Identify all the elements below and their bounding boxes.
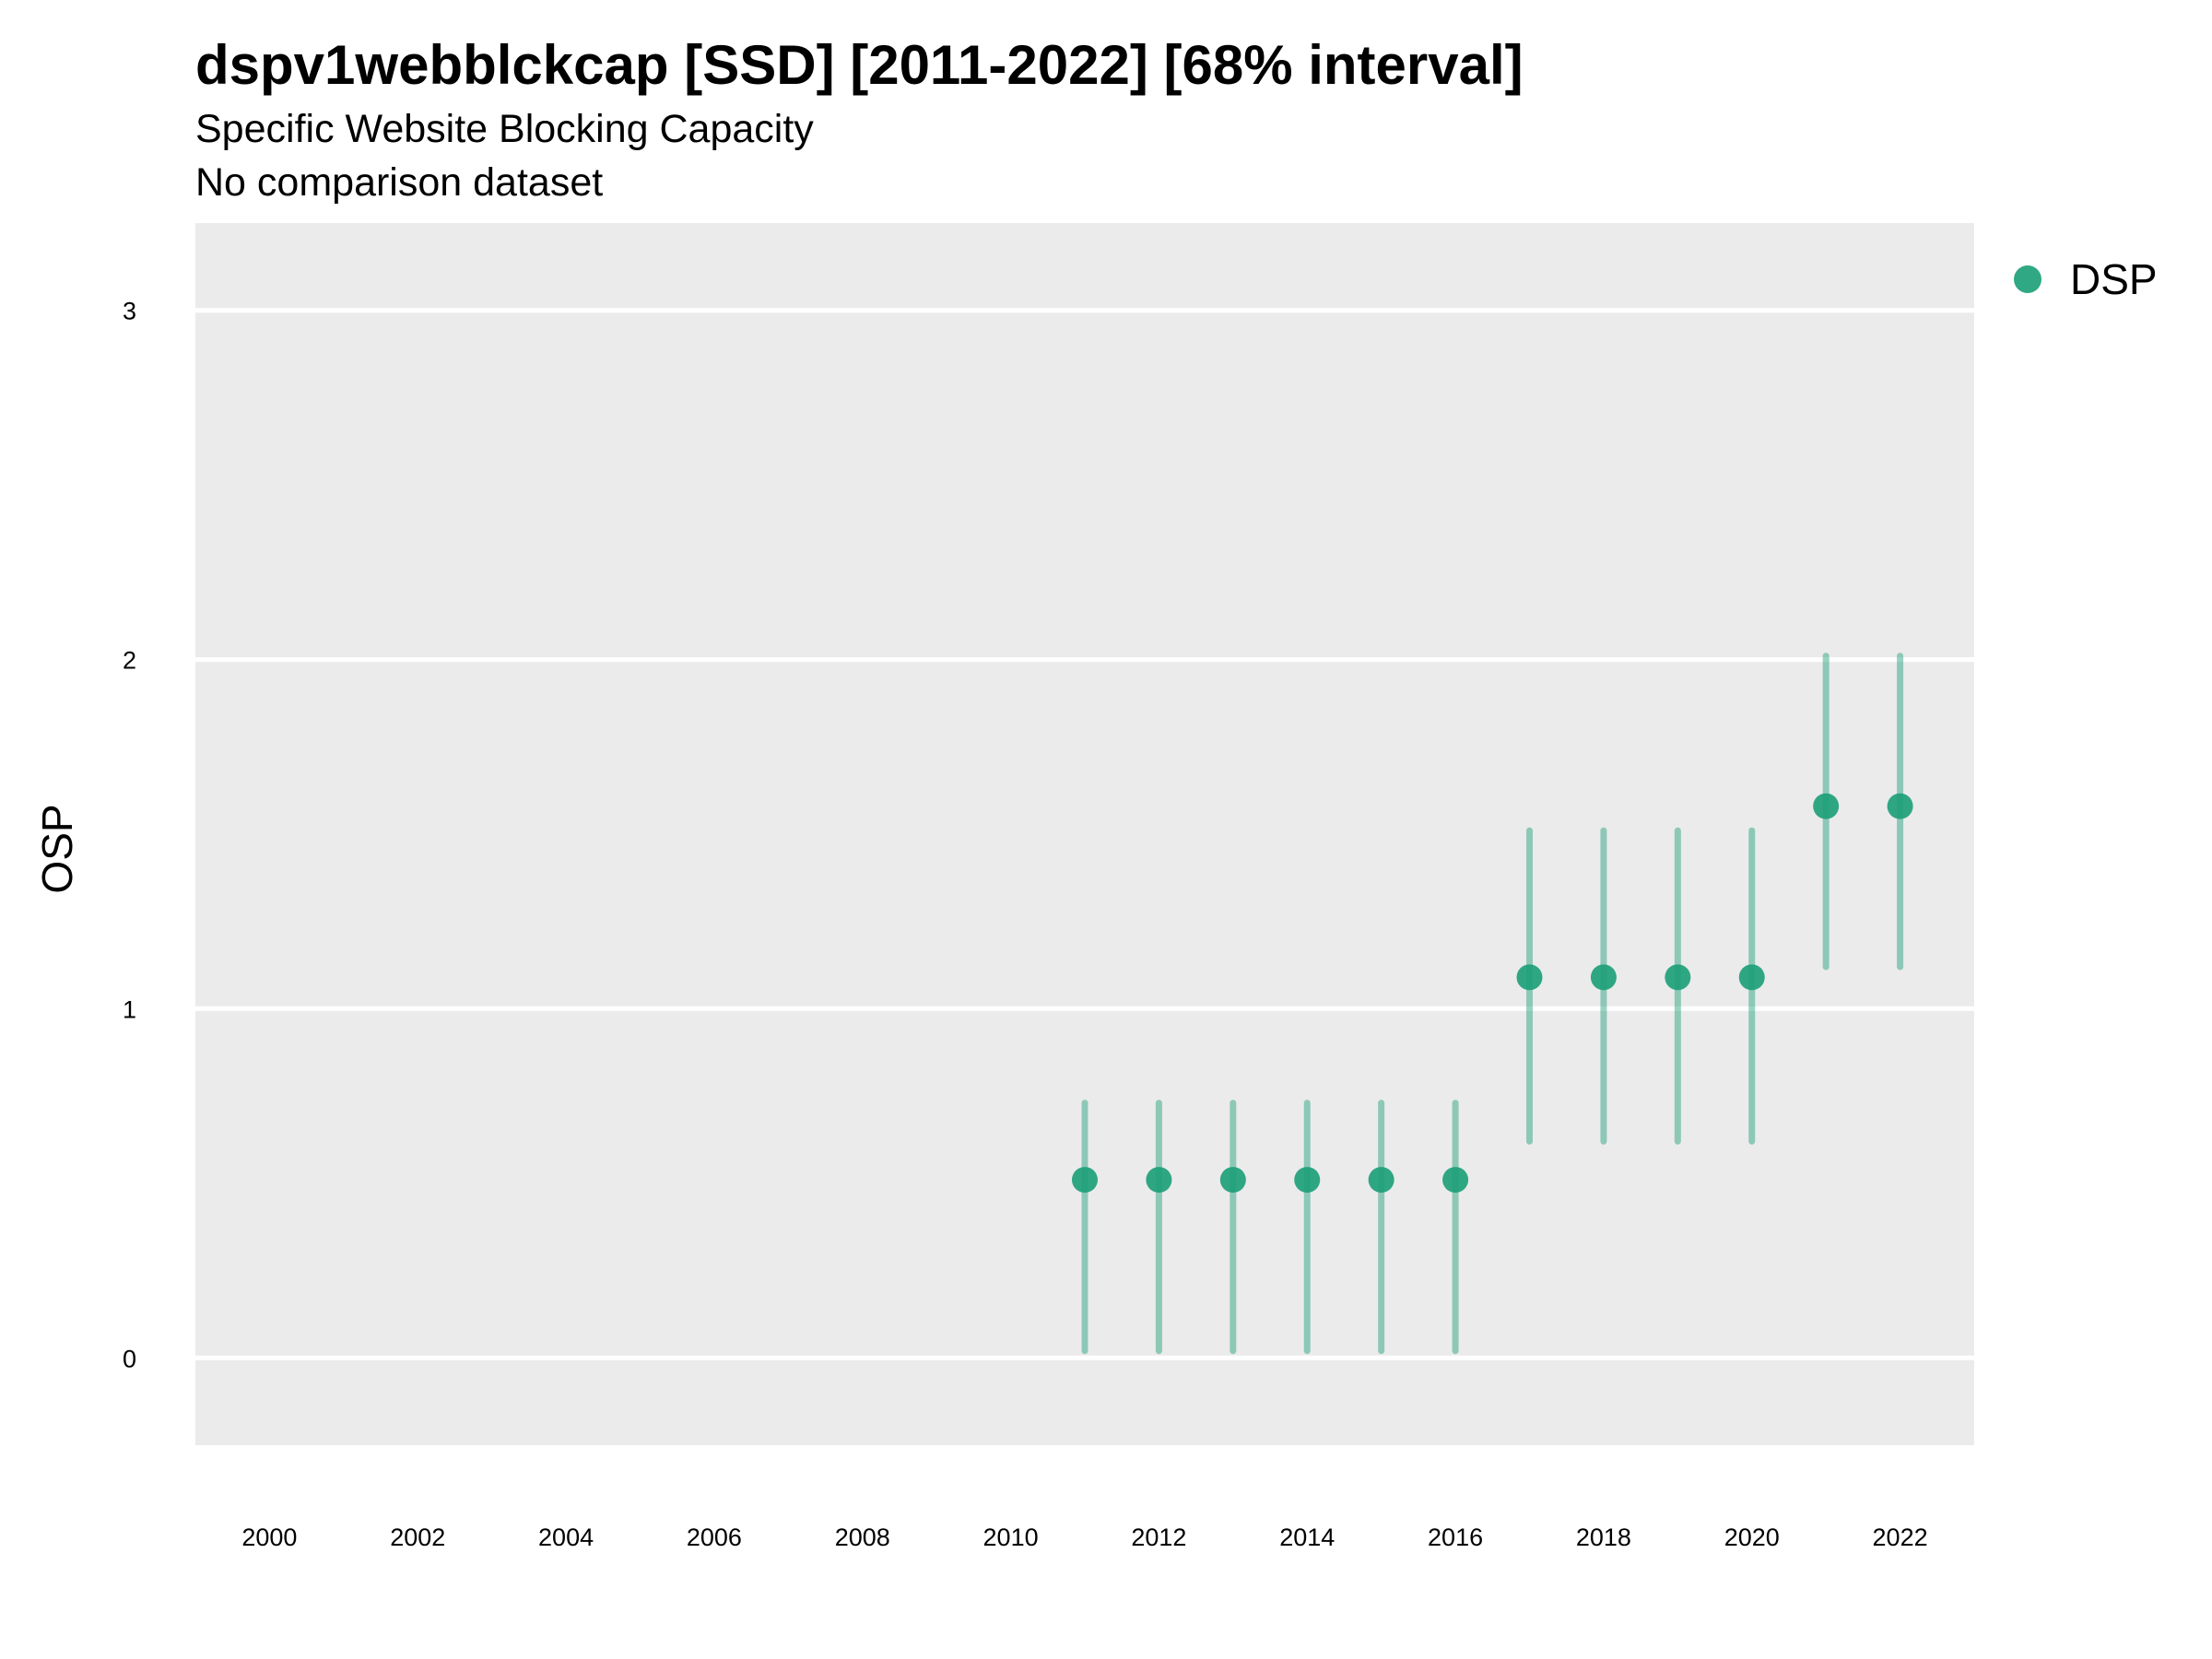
point-2011 — [1072, 1167, 1098, 1194]
point-2014 — [1294, 1167, 1321, 1194]
x-tick-label-2002: 2002 — [390, 1524, 445, 1551]
data-marks — [1072, 653, 1913, 1355]
legend-label-dsp: DSP — [2070, 255, 2158, 303]
x-tick-label-2010: 2010 — [983, 1524, 1039, 1551]
x-tick-label-2004: 2004 — [538, 1524, 594, 1551]
legend-swatch-dsp — [2014, 265, 2041, 293]
y-tick-label-2: 2 — [123, 647, 136, 675]
x-tick-label-2014: 2014 — [1279, 1524, 1335, 1551]
point-2019 — [1665, 964, 1691, 991]
chart-comparison-note: No comparison dataset — [195, 160, 604, 205]
chart-title: dspv1webblckcap [SSD] [2011-2022] [68% i… — [195, 34, 1524, 96]
point-2022 — [1887, 793, 1913, 819]
y-tick-label-3: 3 — [123, 298, 136, 325]
x-tick-label-2000: 2000 — [241, 1524, 297, 1551]
point-2013 — [1219, 1167, 1246, 1194]
x-tick-label-2022: 2022 — [1873, 1524, 1928, 1551]
point-2021 — [1813, 793, 1840, 819]
chart-subtitle: Specific Website Blocking Capacity — [195, 107, 814, 151]
grid-lines — [195, 308, 1974, 1360]
x-tick-label-2018: 2018 — [1576, 1524, 1631, 1551]
x-axis-ticks: 2000 2002 2004 2006 2008 2010 2012 2014 2016 2018… — [241, 1524, 1927, 1551]
point-2018 — [1590, 964, 1617, 991]
y-tick-label-0: 0 — [123, 1345, 136, 1372]
point-2020 — [1738, 964, 1765, 991]
x-tick-label-2012: 2012 — [1131, 1524, 1186, 1551]
point-2016 — [1442, 1167, 1469, 1194]
y-axis-label: OSP — [33, 804, 81, 893]
legend: DSP — [2014, 255, 2158, 303]
plot-panel — [195, 223, 1974, 1445]
x-tick-label-2006: 2006 — [687, 1524, 742, 1551]
point-2017 — [1516, 964, 1543, 991]
x-tick-label-2016: 2016 — [1428, 1524, 1483, 1551]
point-2015 — [1368, 1167, 1394, 1194]
x-tick-label-2008: 2008 — [835, 1524, 890, 1551]
y-tick-label-1: 1 — [123, 995, 136, 1023]
y-axis-ticks: 0 1 2 3 — [123, 298, 136, 1373]
x-tick-label-2020: 2020 — [1724, 1524, 1780, 1551]
point-2012 — [1146, 1167, 1172, 1194]
